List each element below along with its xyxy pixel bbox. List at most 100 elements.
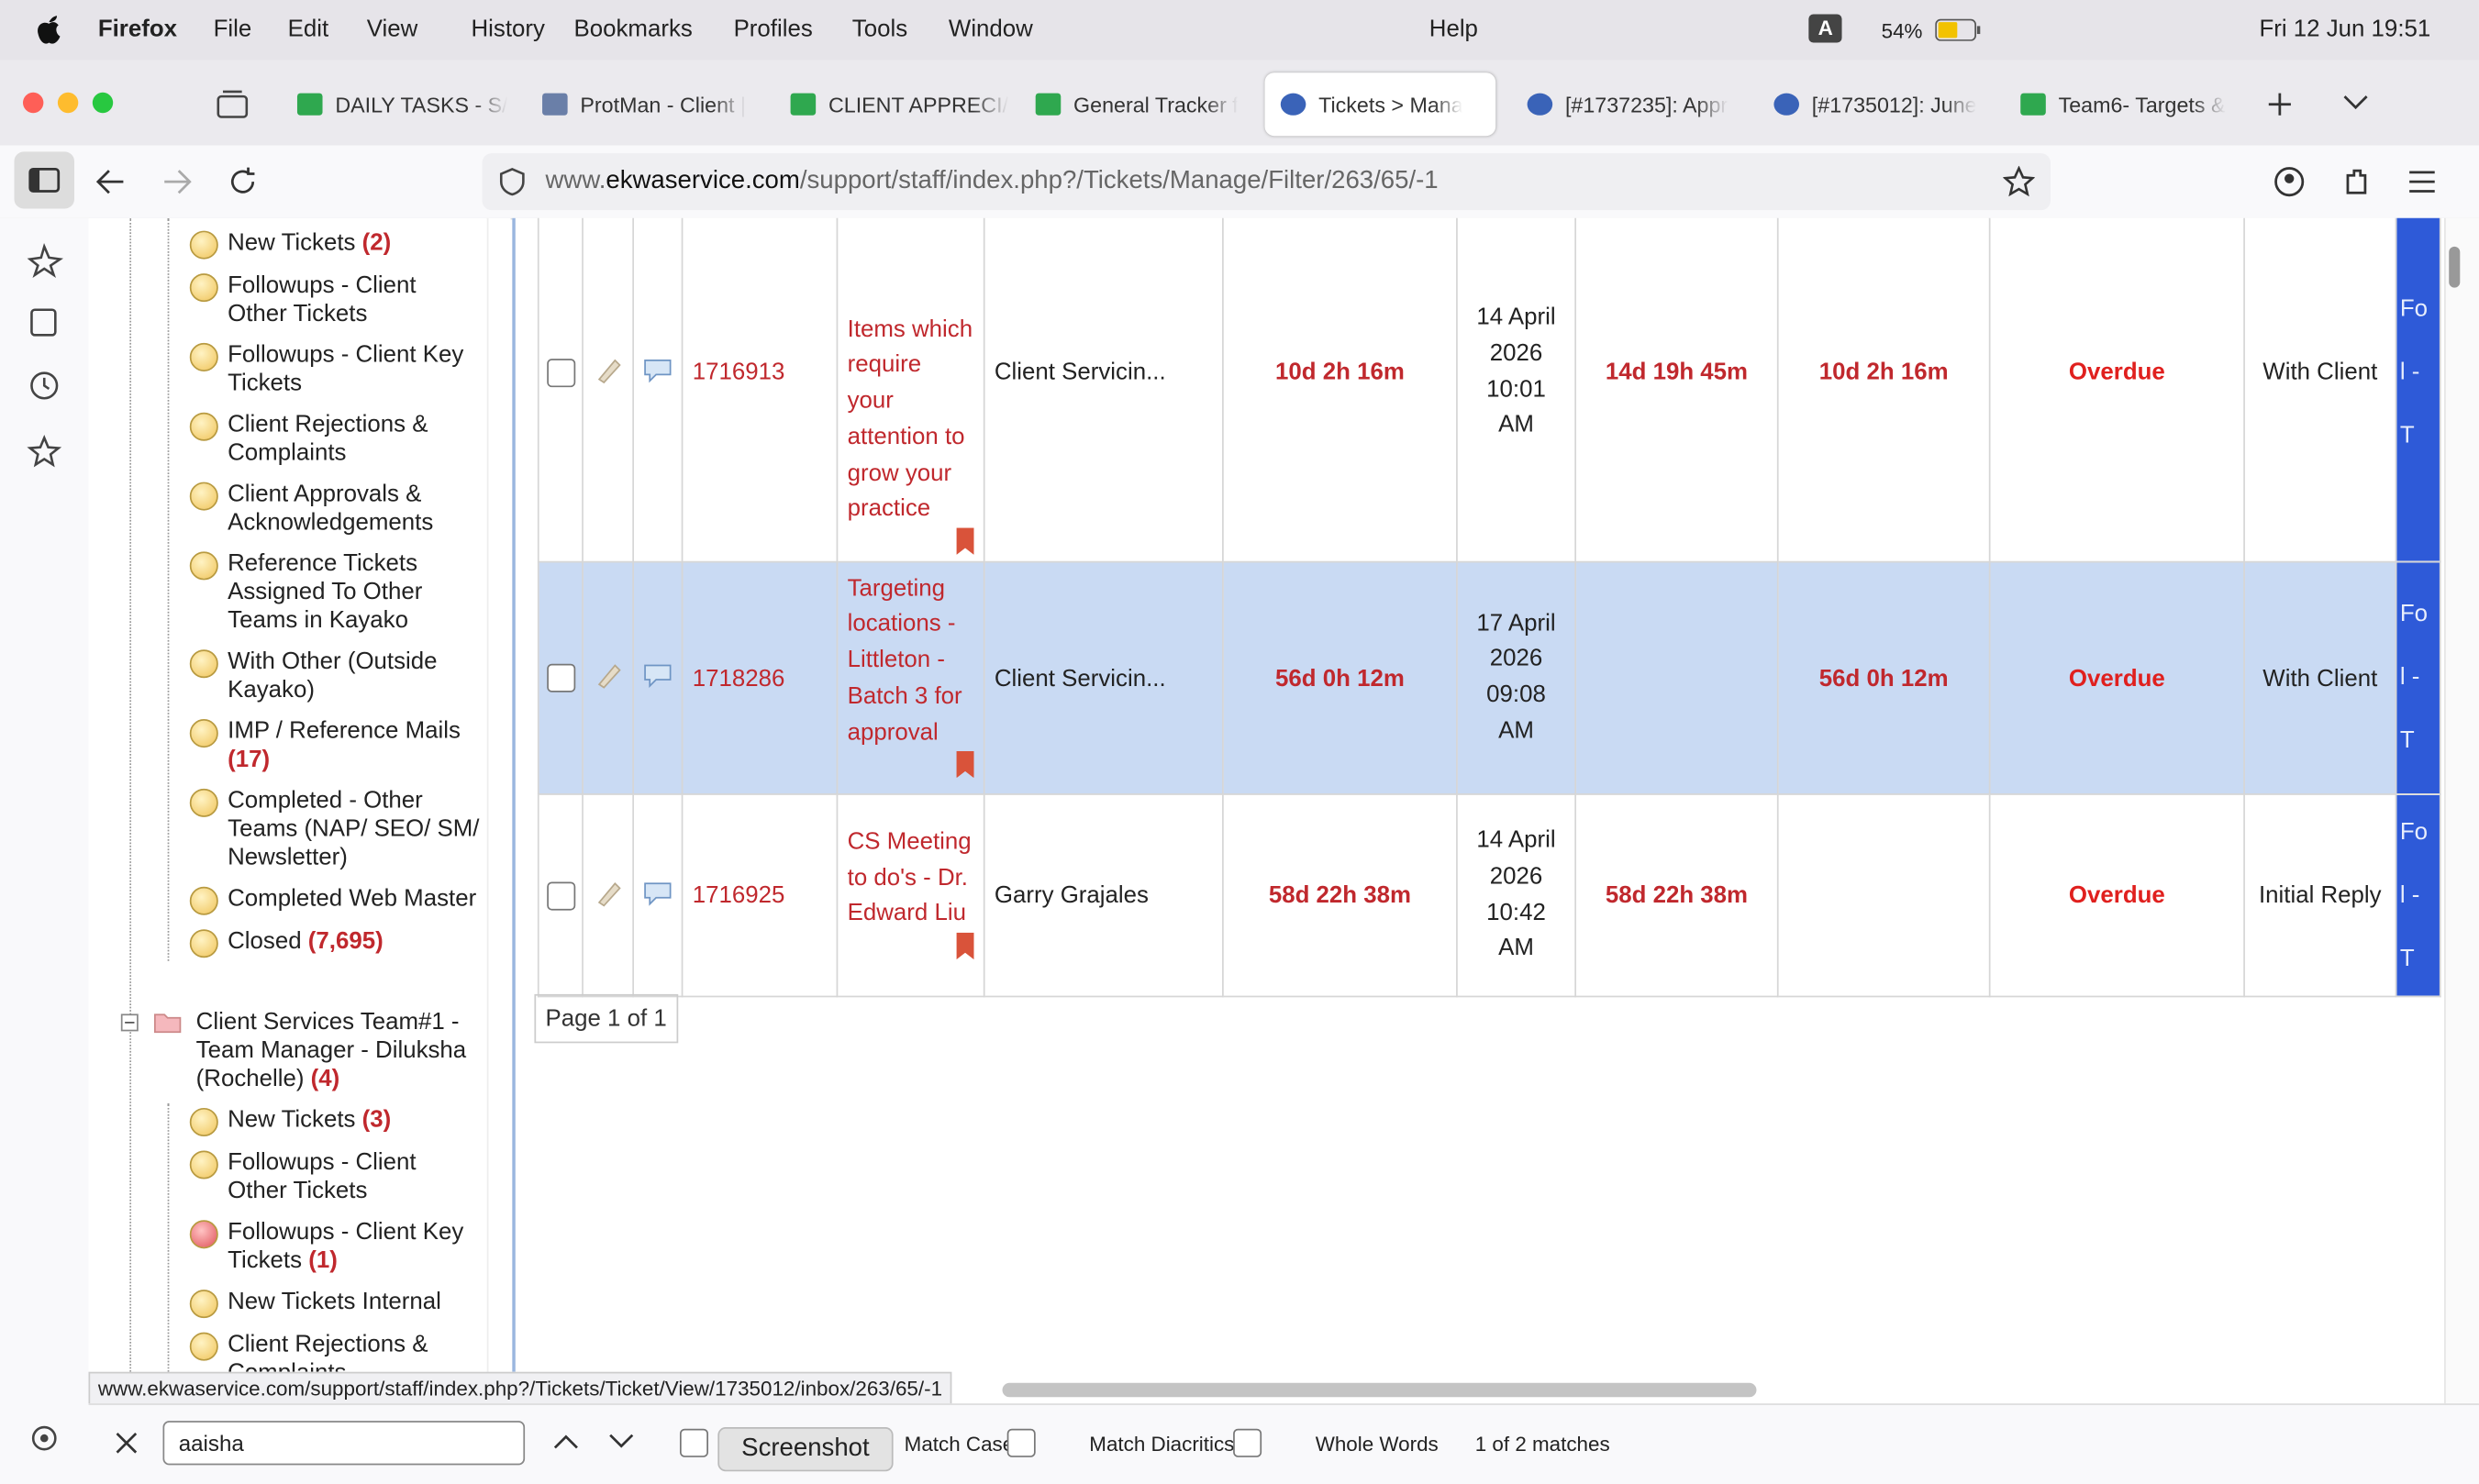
tree-item[interactable]: Closed (7,695) xyxy=(189,922,481,965)
reload-button[interactable] xyxy=(228,166,259,197)
tab-title: [#1737235]: Appr xyxy=(1564,92,1729,116)
ticket-row[interactable]: 1718286 Targeting locations - Littleton -… xyxy=(537,560,2441,795)
tab-list[interactable] xyxy=(2343,94,2369,110)
tab-title: CLIENT APPRECI/ xyxy=(828,92,1009,116)
tree-item[interactable]: Followups - Client Key Tickets xyxy=(189,335,481,404)
tree-item[interactable]: New Tickets (2) xyxy=(189,223,481,266)
back-button[interactable] xyxy=(94,168,126,196)
tree-item[interactable]: IMP / Reference Mails (17) xyxy=(189,711,481,781)
option-label[interactable]: Whole Words xyxy=(1315,1432,1439,1456)
option-checkbox[interactable] xyxy=(1006,1428,1036,1457)
ticket-subject[interactable]: CS Meeting to do's - Dr. Edward Liu xyxy=(847,827,972,927)
tree-item[interactable]: Completed Web Master xyxy=(189,879,481,922)
tree-item[interactable]: New Tickets (3) xyxy=(189,1100,481,1143)
cell-status: With Client xyxy=(2243,217,2397,563)
tab-title: ProtMan - Client | xyxy=(580,92,747,116)
tree-item[interactable]: With Other (Outside Kayako) xyxy=(189,642,481,712)
bookmark-icon xyxy=(956,932,974,960)
find-input[interactable]: aaisha xyxy=(162,1421,526,1466)
row-checkbox[interactable] xyxy=(546,358,575,387)
ticket-id[interactable]: 1718286 xyxy=(692,664,785,692)
tab[interactable]: CLIENT APPRECI/ xyxy=(774,72,1011,136)
menu-item[interactable]: History xyxy=(471,16,545,43)
menu-item[interactable]: Tools xyxy=(851,16,908,43)
highlight-all-checkbox[interactable] xyxy=(679,1428,708,1457)
url-bar[interactable]: www.ekwaservice.com/support/staff/index.… xyxy=(482,153,2051,211)
find-next[interactable] xyxy=(608,1434,634,1449)
forward-button[interactable] xyxy=(161,168,193,196)
tree-item[interactable]: Followups - Client Other Tickets xyxy=(189,1143,481,1213)
tab[interactable]: Tickets > Mana xyxy=(1264,72,1496,137)
cell-edit xyxy=(582,217,635,563)
tab-overview[interactable] xyxy=(217,90,249,118)
cell-time1: 10d 2h 16m xyxy=(1222,217,1458,563)
option-checkbox[interactable] xyxy=(1233,1428,1262,1457)
tab-icon xyxy=(1035,93,1062,116)
tree-group[interactable]: Client Services Team#1 - Team Manager - … xyxy=(120,1008,484,1093)
cell-check xyxy=(537,560,584,795)
cell-id: 1718286 xyxy=(681,560,839,795)
tab[interactable]: ProtMan - Client | xyxy=(527,72,763,136)
row-checkbox[interactable] xyxy=(546,663,575,692)
menu-item[interactable]: Window xyxy=(948,16,1033,43)
edit-icon[interactable] xyxy=(594,660,622,689)
datetime[interactable]: Fri 12 Jun 19:51 xyxy=(2259,16,2431,43)
edit-icon[interactable] xyxy=(594,878,622,906)
time-elapsed: 10d 2h 16m xyxy=(1275,359,1405,386)
row-checkbox[interactable] xyxy=(546,880,575,910)
tree-item[interactable]: Reference Tickets Assigned To Other Team… xyxy=(189,544,481,642)
app-name[interactable]: Firefox xyxy=(97,16,178,43)
tree-item-text: New Tickets (3) xyxy=(228,1106,391,1136)
tree-item[interactable]: Completed - Other Teams (NAP/ SEO/ SM/ N… xyxy=(189,781,481,879)
menu-help[interactable]: Help xyxy=(1428,16,1478,43)
find-prev[interactable] xyxy=(553,1434,579,1449)
extensions-button[interactable] xyxy=(2341,166,2373,197)
ticket-row[interactable]: 1716913 Items which require your attentio… xyxy=(537,217,2441,563)
tree-item[interactable]: New Tickets Internal xyxy=(189,1282,481,1325)
tree-count: (17) xyxy=(228,746,271,773)
menu-item[interactable]: Edit xyxy=(287,16,329,43)
ticket-subject[interactable]: Items which require your attention to gr… xyxy=(847,316,973,523)
tree-item[interactable]: Followups - Client Other Tickets xyxy=(189,265,481,335)
account-button[interactable] xyxy=(2273,166,2305,197)
tree-count: (7,695) xyxy=(307,927,384,955)
option-label[interactable]: Match Diacritics xyxy=(1089,1432,1235,1456)
new-tab[interactable] xyxy=(2267,92,2293,117)
menu-button[interactable] xyxy=(2407,169,2436,194)
find-close[interactable] xyxy=(114,1430,139,1456)
menu-item[interactable]: View xyxy=(366,16,418,43)
tab[interactable]: [#1735012]: June xyxy=(1758,72,1995,136)
tree-item[interactable]: Client Approvals & Acknowledgements xyxy=(189,474,481,544)
tab[interactable]: DAILY TASKS - S/ xyxy=(282,72,518,136)
ticket-subject[interactable]: Targeting locations - Littleton - Batch … xyxy=(847,574,962,746)
note-icon[interactable] xyxy=(642,660,673,689)
option-label[interactable]: Match Case xyxy=(904,1432,1015,1456)
note-icon[interactable] xyxy=(642,355,673,383)
window-controls xyxy=(22,92,114,114)
ticket-row[interactable]: 1716925 CS Meeting to do's - Dr. Edward L… xyxy=(537,793,2441,998)
ticket-id[interactable]: 1716913 xyxy=(692,359,785,386)
tree-item-text: Reference Tickets Assigned To Other Team… xyxy=(228,550,481,636)
menu-item[interactable]: Bookmarks xyxy=(573,16,693,43)
group-icons xyxy=(120,1013,182,1034)
h-scrollbar[interactable] xyxy=(1002,1382,1757,1398)
menu-item[interactable]: Profiles xyxy=(733,16,813,43)
edit-icon[interactable] xyxy=(594,355,622,383)
cell-date: 17 April 2026 09:08 AM xyxy=(1456,560,1577,795)
tree-item[interactable]: Client Rejections & Complaints xyxy=(189,1324,481,1372)
sidebar-toggle[interactable] xyxy=(14,151,74,209)
tab[interactable]: [#1737235]: Appr xyxy=(1511,72,1748,136)
tree-item[interactable]: Followups - Client Key Tickets (1) xyxy=(189,1213,481,1282)
tab[interactable]: Team6- Targets & xyxy=(2005,72,2241,136)
tab[interactable]: General Tracker f xyxy=(1019,72,1256,136)
department: Client Servicin... xyxy=(994,664,1166,692)
bookmark-icon xyxy=(956,527,974,555)
note-icon[interactable] xyxy=(642,878,673,906)
menu-item[interactable]: File xyxy=(213,16,252,43)
ticket-id[interactable]: 1716925 xyxy=(692,881,785,909)
bookmark-star[interactable] xyxy=(2003,165,2035,197)
cell-time1: 58d 22h 38m xyxy=(1222,793,1458,998)
tree-item[interactable]: Client Rejections & Complaints xyxy=(189,404,481,474)
input-source[interactable]: A xyxy=(1808,14,1843,43)
page-scrollbar[interactable] xyxy=(2444,217,2479,1404)
